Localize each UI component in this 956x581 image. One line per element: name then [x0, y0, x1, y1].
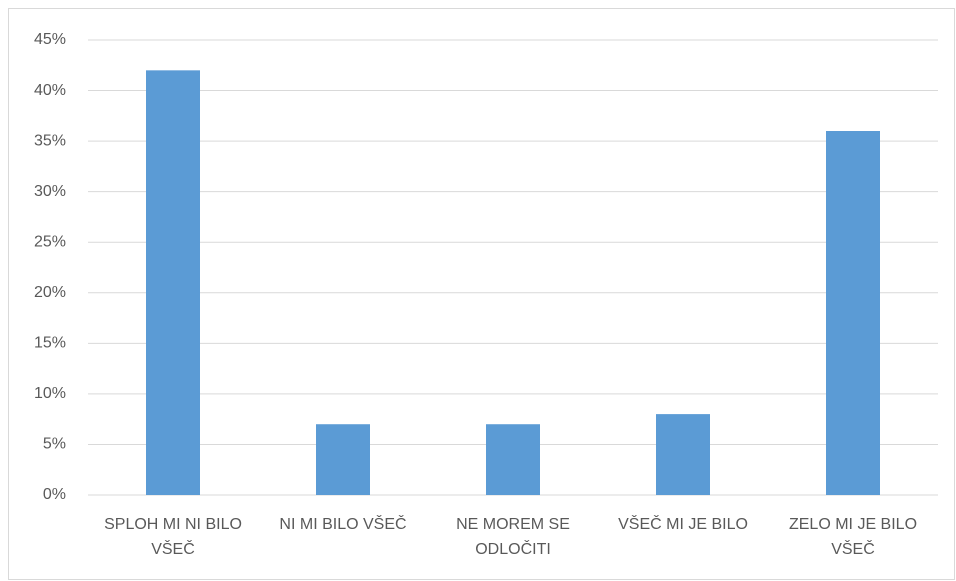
y-tick-label: 45%	[34, 31, 66, 48]
y-tick-label: 15%	[34, 335, 66, 352]
x-tick-label: NI MI BILO VŠEČ	[279, 516, 407, 533]
x-tick-label: SPLOH MI NI BILO VŠEČ	[104, 516, 242, 558]
y-tick-label: 0%	[43, 486, 66, 503]
y-tick-label: 35%	[34, 132, 66, 149]
y-tick-label: 40%	[34, 82, 66, 99]
bar	[486, 424, 540, 495]
y-tick-label: 5%	[43, 436, 66, 453]
y-tick-label: 20%	[34, 284, 66, 301]
y-tick-label: 10%	[34, 385, 66, 402]
x-tick-label: ZELO MI JE BILO VŠEČ	[788, 516, 918, 558]
x-tick-label: VŠEČ MI JE BILO	[618, 516, 748, 533]
bar	[826, 131, 880, 495]
y-tick-label: 25%	[34, 233, 66, 250]
x-tick-label: NE MOREM SE ODLOČITI	[456, 516, 570, 558]
bar	[316, 424, 370, 495]
y-tick-label: 30%	[34, 183, 66, 200]
bar	[656, 414, 710, 495]
bar	[146, 70, 200, 495]
